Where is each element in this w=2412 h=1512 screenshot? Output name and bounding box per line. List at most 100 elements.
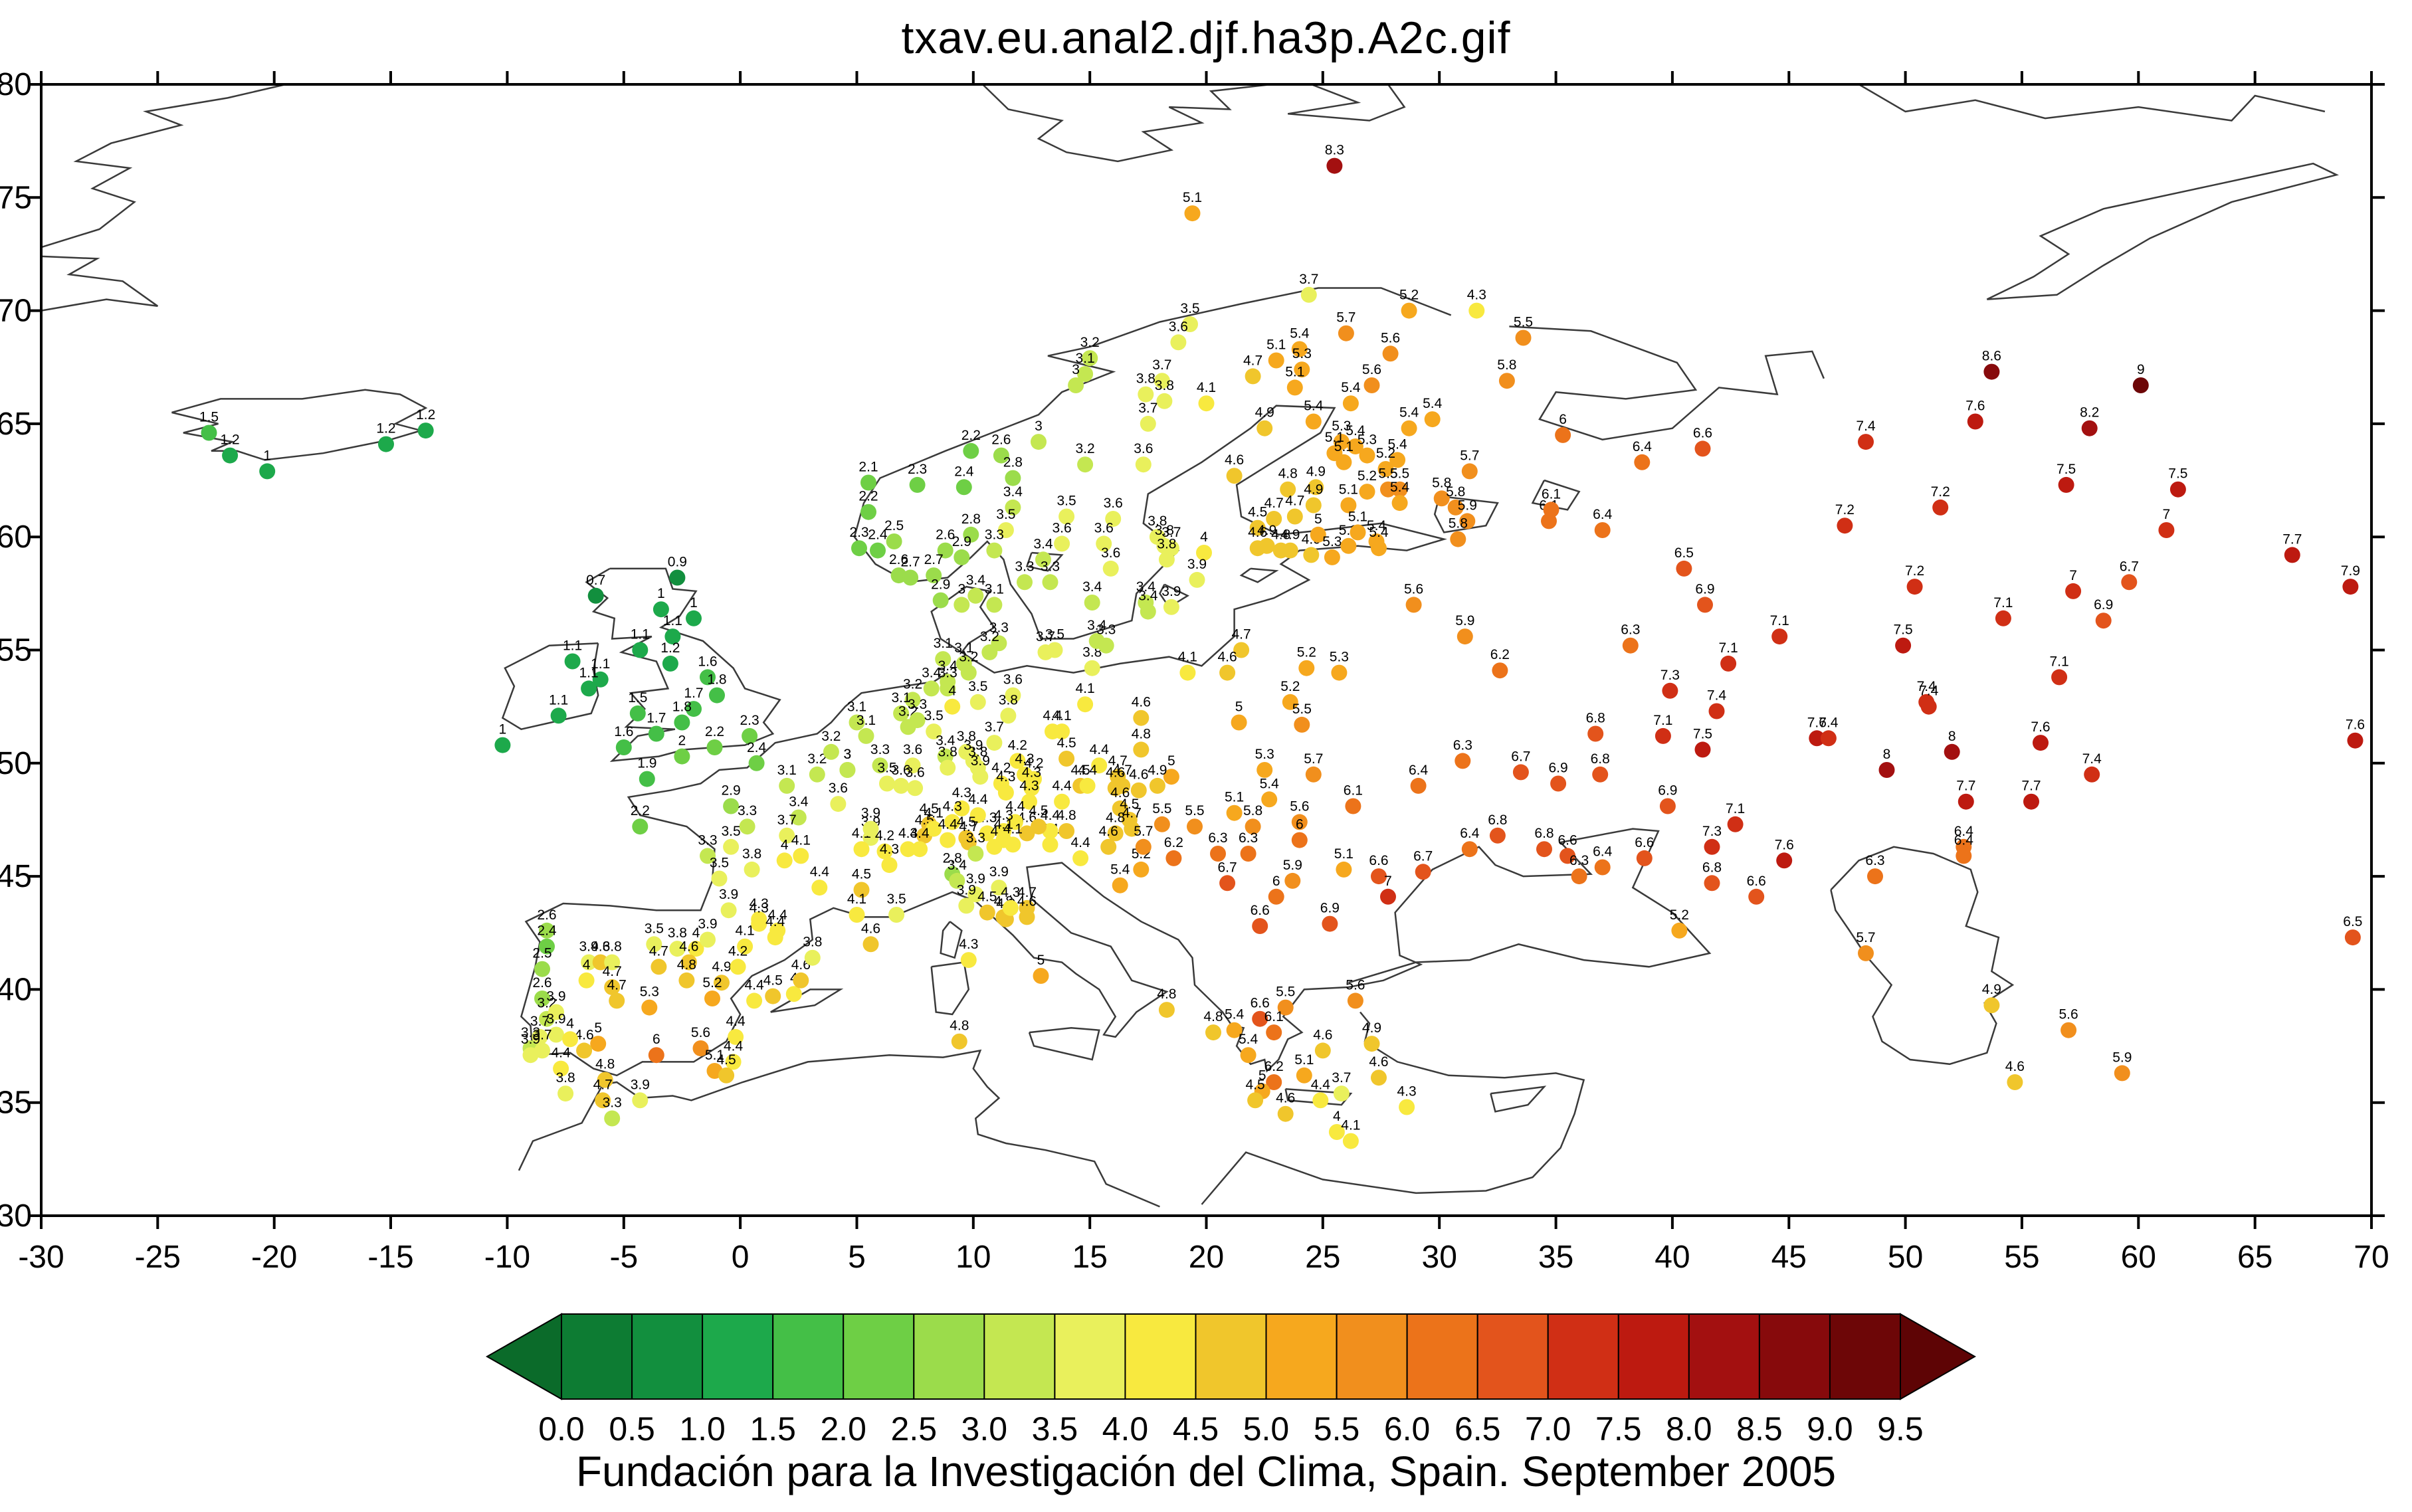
data-point	[1068, 377, 1084, 393]
data-point	[1179, 664, 1196, 681]
data-point-label: 5.4	[1239, 1032, 1258, 1047]
data-point	[1163, 769, 1179, 785]
svg-text:6.0: 6.0	[1384, 1410, 1431, 1448]
data-point-label: 4	[583, 957, 591, 973]
svg-text:-15: -15	[367, 1240, 413, 1275]
data-point-label: 6.4	[1954, 832, 1974, 848]
svg-text:1.0: 1.0	[679, 1410, 726, 1448]
data-point-label: 4.9	[1982, 982, 2001, 997]
data-point	[1837, 518, 1853, 534]
svg-text:30: 30	[1422, 1240, 1457, 1275]
data-point	[967, 846, 984, 862]
data-point	[1149, 777, 1165, 794]
data-point-label: 3.9	[521, 1032, 540, 1047]
data-point	[1031, 434, 1047, 450]
data-point	[932, 592, 949, 609]
data-point-label: 7.4	[1917, 679, 1937, 694]
colorbar-cell	[983, 1313, 1056, 1400]
data-point	[669, 941, 686, 957]
data-point	[609, 992, 625, 1009]
data-point-label: 2.5	[532, 946, 552, 961]
data-point	[912, 841, 928, 858]
data-point	[1350, 524, 1366, 541]
data-point	[1300, 286, 1317, 303]
data-point	[1932, 499, 1949, 516]
data-point	[700, 669, 716, 686]
data-point-label: 4.5	[1248, 505, 1267, 520]
data-point	[986, 838, 1003, 855]
data-point	[1858, 434, 1874, 450]
data-point	[2158, 522, 2175, 538]
data-point-label: 4	[781, 837, 789, 852]
data-point	[1058, 751, 1075, 767]
svg-text:45: 45	[0, 859, 32, 894]
data-point-label: 6.3	[1208, 830, 1227, 846]
data-point-label: 2.4	[747, 740, 767, 755]
data-point-label: 3.9	[579, 939, 598, 955]
data-point-label: 1.5	[199, 410, 219, 425]
data-point	[1058, 508, 1075, 525]
data-point-label: 7.6	[2031, 719, 2050, 735]
data-point	[1205, 1024, 1221, 1041]
data-point	[1256, 420, 1273, 436]
data-point-label: 3.4	[936, 733, 955, 749]
data-point-label: 3.1	[954, 640, 973, 656]
data-point	[595, 1092, 611, 1109]
data-point-label: 4.3	[943, 799, 962, 814]
data-point-label: 3.5	[996, 507, 1015, 522]
data-point	[597, 1072, 613, 1088]
data-point-label: 4.5	[920, 801, 939, 816]
data-point-label: 3.4	[1087, 618, 1107, 633]
data-point-label: 4.5	[763, 973, 783, 989]
data-point-label: 4.4	[765, 914, 785, 929]
colorbar	[485, 1313, 1977, 1400]
data-point-label: 6.6	[1747, 874, 1766, 889]
data-point-label: 4.8	[1132, 726, 1151, 741]
data-point-label: 4.6	[1248, 525, 1267, 540]
data-point	[664, 628, 681, 645]
data-point	[888, 907, 905, 923]
data-point-label: 2.7	[900, 555, 920, 570]
data-point	[872, 757, 888, 774]
data-point	[979, 904, 995, 921]
data-point	[1286, 508, 1303, 525]
data-point	[972, 769, 989, 785]
data-point	[417, 423, 434, 439]
data-point	[1333, 1086, 1350, 1102]
data-point-label: 5	[1037, 953, 1045, 968]
data-point	[1983, 997, 2000, 1014]
data-point-label: 1.6	[614, 724, 633, 739]
data-point	[1268, 352, 1284, 369]
svg-text:9.0: 9.0	[1807, 1410, 1853, 1448]
data-point	[1021, 793, 1037, 810]
data-point-label: 6.4	[1633, 439, 1653, 454]
data-point-label: 5.5	[1185, 803, 1204, 818]
data-point	[1895, 637, 1912, 654]
data-point-label: 5.2	[1399, 288, 1419, 303]
data-point-label: 4.6	[1313, 1027, 1332, 1042]
data-point-label: 3.6	[1003, 672, 1023, 688]
data-point-label: 3.8	[1157, 536, 1176, 551]
data-point-label: 3.9	[719, 887, 738, 902]
data-point-label: 3.2	[1080, 335, 1100, 350]
data-point	[1326, 157, 1343, 174]
data-point	[1433, 490, 1450, 507]
data-point	[1920, 698, 1937, 715]
data-point	[940, 680, 956, 697]
svg-text:10: 10	[955, 1240, 991, 1275]
data-point	[1704, 838, 1720, 855]
data-point-label: 5.6	[1381, 330, 1400, 345]
colorbar-labels: 0.0 0.5 1.0 1.5 2.0 2.5 3.0 3.5 4.0 4.5 5.0 5.5 6.0 6…	[538, 1410, 1924, 1448]
data-point	[1266, 511, 1282, 527]
data-point-label: 3.9	[1187, 557, 1207, 572]
colorbar-cell	[561, 1313, 633, 1400]
colorbar-cell	[1476, 1313, 1549, 1400]
data-point-label: 3.7	[1152, 357, 1171, 373]
data-point	[615, 739, 632, 755]
data-point	[723, 838, 740, 855]
data-point	[1226, 468, 1243, 484]
data-point	[1671, 922, 1688, 939]
data-point	[2081, 420, 2098, 436]
data-point-label: 7.3	[1702, 824, 1722, 839]
data-point	[1594, 859, 1611, 876]
